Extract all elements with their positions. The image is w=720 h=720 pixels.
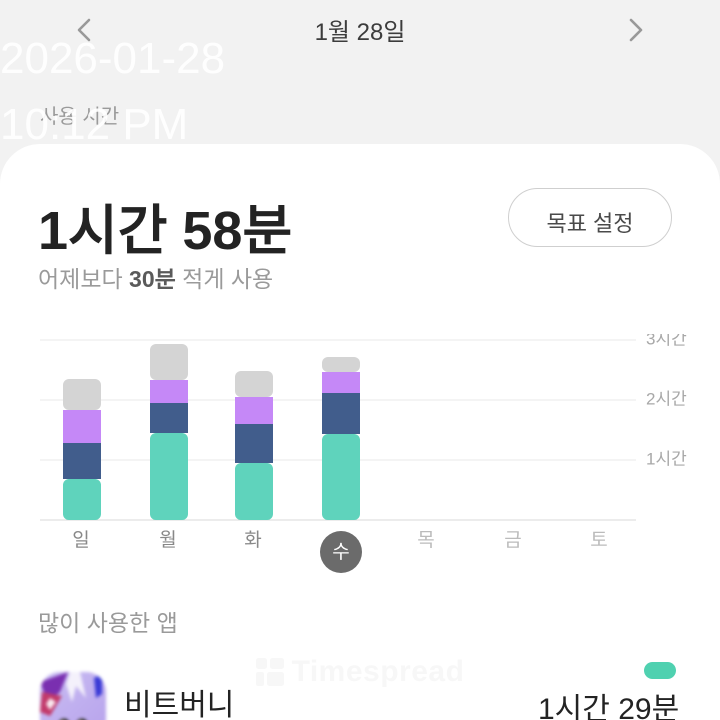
- svg-text:수: 수: [332, 542, 349, 563]
- svg-text:일: 일: [72, 529, 89, 551]
- svg-text:3시간: 3시간: [646, 334, 687, 348]
- svg-text:화: 화: [244, 529, 261, 551]
- svg-text:목: 목: [417, 530, 434, 551]
- svg-text:1시간: 1시간: [646, 449, 687, 468]
- svg-text:금: 금: [504, 530, 521, 551]
- svg-text:월: 월: [159, 529, 176, 551]
- svg-text:토: 토: [590, 530, 607, 551]
- svg-text:2시간: 2시간: [646, 389, 687, 408]
